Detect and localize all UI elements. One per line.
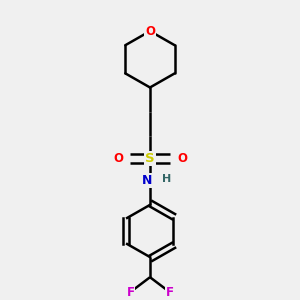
Text: O: O xyxy=(177,152,187,165)
Text: H: H xyxy=(162,174,171,184)
Text: O: O xyxy=(113,152,123,165)
Text: F: F xyxy=(166,286,173,299)
Text: O: O xyxy=(145,25,155,38)
Text: F: F xyxy=(127,286,134,299)
Text: S: S xyxy=(145,152,155,165)
Text: N: N xyxy=(142,174,152,187)
